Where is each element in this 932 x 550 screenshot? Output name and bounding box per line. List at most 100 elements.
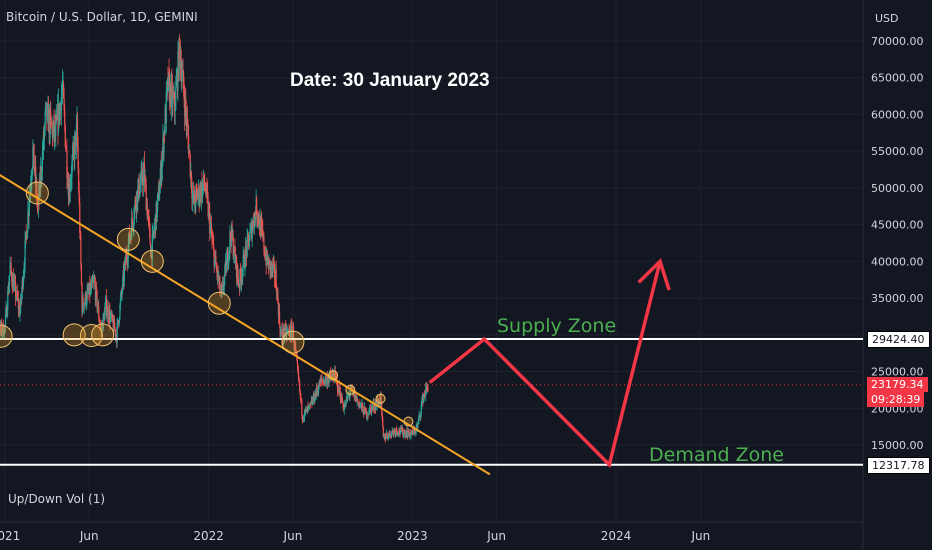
- candle-body: [391, 432, 393, 438]
- candle-body: [36, 200, 38, 204]
- candle-body: [208, 208, 210, 217]
- candle-body: [211, 239, 214, 242]
- candle-body: [234, 245, 236, 255]
- candle-body: [284, 326, 286, 336]
- candle-body: [167, 72, 170, 90]
- candle-body: [314, 400, 316, 402]
- candle-body: [342, 402, 344, 408]
- candle-body: [17, 299, 19, 309]
- candle-body: [139, 184, 141, 195]
- candle-body: [410, 433, 412, 436]
- price-tick-label: 45000.00: [871, 219, 924, 232]
- candle-body: [407, 433, 409, 437]
- candle-body: [325, 378, 328, 383]
- candle-body: [345, 400, 347, 407]
- candle-body: [68, 183, 70, 205]
- candle-body: [172, 94, 174, 106]
- time-tick-label: 2024: [601, 529, 632, 543]
- candle-body: [245, 246, 247, 249]
- candle-body: [61, 92, 63, 98]
- candle-body: [55, 116, 57, 122]
- candle-body: [251, 228, 253, 239]
- supply-zone-label: Supply Zone: [497, 315, 616, 337]
- candle-body: [92, 278, 94, 282]
- candle-body: [263, 235, 265, 251]
- candle-body: [92, 281, 94, 283]
- candle-body: [29, 188, 31, 196]
- volume-indicator-label[interactable]: Up/Down Vol (1): [8, 492, 106, 506]
- candle-body: [266, 251, 268, 263]
- candle-body: [338, 385, 340, 394]
- candle-body: [244, 267, 246, 268]
- candle-body: [114, 328, 116, 330]
- candle-body: [50, 111, 52, 118]
- candle-body: [3, 325, 6, 335]
- candle-body: [321, 378, 323, 381]
- candle-body: [80, 264, 83, 285]
- candle-body: [261, 221, 263, 226]
- candle-body: [256, 214, 258, 217]
- candle-body: [94, 279, 96, 285]
- candle-body: [77, 146, 79, 168]
- candle-body: [423, 394, 425, 397]
- candle-body: [185, 111, 187, 125]
- candle-body: [96, 291, 98, 309]
- candle-body: [336, 381, 339, 392]
- candle-body: [398, 429, 401, 433]
- candle-body: [126, 254, 128, 260]
- candle-body: [137, 187, 139, 205]
- candle-body: [18, 305, 21, 316]
- time-axis-labels: 2021 Jun 2022 Jun 2023 Jun 2024 Jun: [0, 529, 710, 543]
- candle-body: [385, 437, 387, 440]
- price-tick-label: 25000.00: [871, 366, 924, 379]
- candle-body: [141, 168, 143, 182]
- candle-body: [426, 385, 428, 388]
- candle-body: [41, 151, 43, 174]
- horizontal-levels: [0, 338, 863, 466]
- candle-body: [59, 105, 61, 121]
- candle-body: [247, 234, 249, 240]
- candle-body: [332, 373, 334, 375]
- candle-body: [272, 262, 274, 266]
- candle-body: [24, 240, 26, 266]
- candle-body: [227, 262, 229, 265]
- candle-body: [364, 407, 366, 409]
- candle-body: [204, 185, 206, 186]
- candle-body: [349, 389, 351, 394]
- candle-body: [15, 282, 17, 298]
- candle-body: [32, 147, 34, 168]
- candle-body: [262, 229, 264, 237]
- candle-body: [151, 235, 153, 261]
- price-tick-label: 35000.00: [871, 292, 924, 305]
- candle-body: [380, 393, 382, 402]
- candle-body: [153, 232, 155, 234]
- touch-point-circle: [62, 323, 86, 347]
- candle-body: [118, 318, 120, 324]
- candle-body: [46, 106, 49, 121]
- time-tick-label: Jun: [486, 529, 506, 543]
- touch-point-circle: [207, 291, 231, 315]
- candle-body: [187, 124, 189, 136]
- candle-body: [175, 81, 177, 88]
- candle-body: [123, 266, 126, 281]
- candle-body: [334, 370, 336, 381]
- candle-body: [384, 436, 387, 440]
- price-tick-label: 50000.00: [871, 182, 924, 195]
- candle-body: [65, 149, 67, 151]
- candle-body: [403, 431, 405, 435]
- candle-body: [95, 286, 98, 292]
- candle-body: [300, 393, 302, 401]
- touch-point-circle: [25, 181, 49, 205]
- time-tick-label: 2021: [0, 529, 20, 543]
- candle-body: [149, 227, 151, 245]
- candle-body: [217, 269, 219, 281]
- candle-body: [143, 163, 146, 184]
- candle-body: [329, 372, 331, 378]
- candle-body: [412, 428, 415, 435]
- candle-body: [291, 332, 293, 338]
- candle-body: [109, 315, 112, 323]
- trendline-group: [0, 173, 491, 476]
- candle-body: [339, 390, 341, 400]
